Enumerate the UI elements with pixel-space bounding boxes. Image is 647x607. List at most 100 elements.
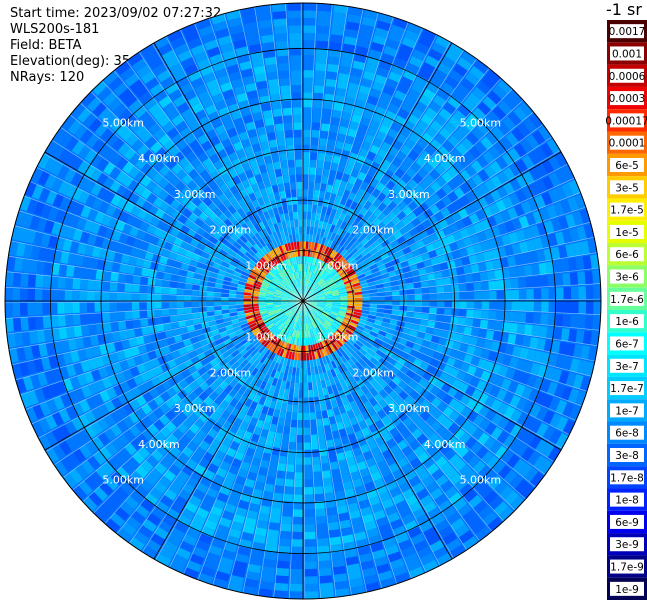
ppi-cell bbox=[263, 483, 274, 493]
ppi-cell bbox=[331, 26, 345, 36]
ppi-cell bbox=[180, 332, 190, 341]
ppi-cell bbox=[310, 321, 314, 330]
ppi-cell bbox=[171, 114, 185, 127]
ppi-cell bbox=[482, 382, 494, 395]
ppi-cell bbox=[521, 386, 533, 400]
ppi-cell bbox=[533, 455, 547, 471]
ppi-cell bbox=[555, 432, 569, 449]
ppi-cell bbox=[154, 294, 162, 301]
ppi-cell bbox=[309, 272, 314, 281]
ppi-cell bbox=[453, 63, 468, 77]
ray-gap bbox=[169, 300, 304, 568]
ppi-cell bbox=[223, 394, 233, 404]
ppi-cell bbox=[346, 159, 356, 169]
ppi-cell bbox=[226, 447, 237, 458]
ppi-cell bbox=[294, 382, 299, 391]
ppi-cell bbox=[269, 352, 276, 361]
ppi-cell bbox=[471, 174, 484, 187]
ppi-cell bbox=[500, 378, 512, 391]
ppi-cell bbox=[335, 140, 345, 150]
ppi-cell bbox=[275, 379, 282, 388]
ppi-cell bbox=[508, 90, 524, 106]
ppi-cell bbox=[408, 132, 421, 144]
ppi-cell bbox=[137, 446, 151, 459]
ppi-cell bbox=[289, 382, 295, 390]
ppi-cell bbox=[556, 287, 564, 300]
ppi-cell bbox=[414, 294, 423, 301]
ppi-cell bbox=[379, 466, 391, 478]
ppi-cell bbox=[322, 477, 333, 487]
ppi-cell bbox=[443, 102, 457, 115]
ppi-cell bbox=[396, 343, 406, 352]
ppi-cell bbox=[111, 437, 124, 451]
ppi-cell bbox=[328, 282, 337, 288]
ppi-cell bbox=[473, 367, 484, 379]
ppi-cell bbox=[468, 213, 480, 225]
ppi-cell bbox=[460, 419, 472, 432]
ppi-cell bbox=[273, 305, 282, 309]
ppi-cell bbox=[501, 152, 515, 166]
ppi-cell bbox=[351, 317, 360, 322]
ray-gap bbox=[242, 300, 304, 593]
ppi-cell bbox=[419, 319, 429, 327]
ppi-cell bbox=[69, 214, 80, 228]
ppi-cell bbox=[71, 187, 84, 201]
ppi-cell bbox=[407, 113, 420, 126]
ppi-cell bbox=[373, 509, 386, 521]
ray-gap bbox=[302, 300, 592, 377]
ppi-cell bbox=[418, 202, 429, 213]
ppi-cell bbox=[225, 471, 237, 482]
ppi-cell bbox=[290, 374, 296, 383]
ppi-cell bbox=[183, 384, 193, 395]
ppi-cell bbox=[337, 256, 345, 264]
ppi-cell bbox=[387, 103, 400, 115]
ppi-cell bbox=[135, 504, 150, 518]
ppi-cell bbox=[293, 122, 302, 130]
ppi-cell bbox=[546, 326, 555, 340]
ppi-cell bbox=[353, 330, 362, 338]
ppi-cell bbox=[277, 55, 289, 64]
ppi-cell bbox=[317, 388, 324, 397]
ppi-cell bbox=[238, 334, 247, 342]
ppi-cell bbox=[137, 383, 149, 395]
ppi-cell bbox=[156, 69, 172, 83]
ppi-cell bbox=[347, 433, 357, 443]
ray-gap bbox=[302, 300, 598, 347]
ppi-cell bbox=[339, 304, 348, 308]
ppi-cell bbox=[101, 291, 110, 301]
ppi-cell bbox=[314, 286, 321, 292]
ppi-cell bbox=[94, 291, 103, 301]
ray-gap bbox=[15, 300, 304, 381]
range-ring-label: 5.00km bbox=[460, 116, 502, 129]
ppi-cell bbox=[312, 257, 317, 266]
ppi-cell bbox=[256, 353, 264, 362]
ppi-cell bbox=[199, 285, 208, 291]
ppi-cell bbox=[366, 360, 375, 370]
ppi-cell bbox=[538, 262, 548, 275]
ppi-cell bbox=[65, 265, 75, 277]
ppi-cell bbox=[303, 122, 312, 130]
ppi-cell bbox=[356, 270, 365, 277]
ppi-cell bbox=[483, 228, 494, 240]
ppi-cell bbox=[444, 49, 460, 63]
ppi-cell bbox=[533, 288, 542, 300]
ppi-cell bbox=[418, 35, 434, 48]
ppi-cell bbox=[480, 241, 490, 252]
ppi-cell bbox=[154, 431, 166, 444]
ppi-cell bbox=[315, 235, 320, 244]
ppi-cell bbox=[330, 311, 338, 316]
ppi-cell bbox=[349, 509, 361, 520]
ppi-cell bbox=[317, 545, 330, 554]
ppi-cell bbox=[159, 494, 174, 508]
ray-gap bbox=[6, 271, 304, 302]
ppi-cell bbox=[542, 410, 555, 425]
ppi-cell bbox=[268, 343, 275, 351]
ppi-cell bbox=[238, 260, 247, 268]
ppi-cell bbox=[372, 34, 387, 46]
ppi-cell bbox=[277, 284, 285, 290]
ray-gap bbox=[302, 88, 513, 302]
ppi-cell bbox=[115, 466, 130, 481]
ppi-cell bbox=[265, 321, 273, 328]
ppi-cell bbox=[359, 316, 368, 322]
ppi-cell bbox=[116, 419, 129, 433]
